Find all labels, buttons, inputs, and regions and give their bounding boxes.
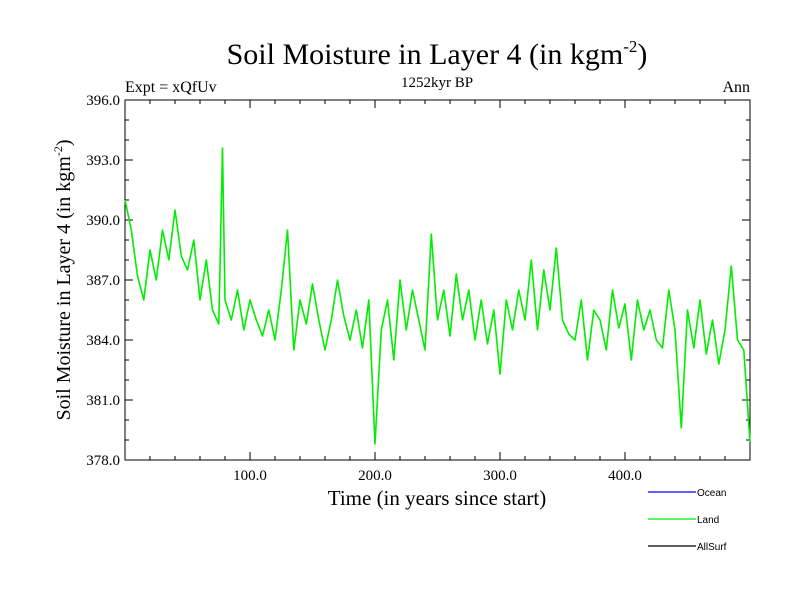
chart-subtitle: 1252kyr BP	[401, 75, 473, 91]
x-tick-label: 300.0	[483, 468, 517, 484]
y-tick-label: 378.0	[86, 453, 120, 469]
x-tick-label: 400.0	[608, 468, 642, 484]
y-tick-label: 390.0	[86, 213, 120, 229]
y-axis-label: Soil Moisture in Layer 4 (in kgm-2)	[51, 139, 75, 420]
x-tick-label: 200.0	[358, 468, 392, 484]
y-axis-ticks: 378.0 381.0 384.0 387.0 390.0 393.0 396.0	[86, 93, 750, 469]
legend-label-land: Land	[697, 515, 719, 526]
x-tick-label: 100.0	[233, 468, 267, 484]
x-axis-ticks: 100.0 200.0 300.0 400.0	[149, 100, 726, 484]
y-tick-label: 387.0	[86, 273, 120, 289]
plot-frame	[124, 99, 751, 461]
y-tick-label: 384.0	[86, 333, 120, 349]
season-label: Ann	[722, 79, 750, 96]
legend: Ocean Land AllSurf	[648, 488, 727, 553]
experiment-label: Expt = xQfUv	[125, 79, 217, 96]
chart-title: Soil Moisture in Layer 4 (in kgm-2)	[227, 37, 648, 71]
y-tick-label: 396.0	[86, 93, 120, 109]
legend-label-ocean: Ocean	[697, 488, 726, 499]
x-axis-label: Time (in years since start)	[328, 486, 547, 510]
y-tick-label: 381.0	[86, 393, 120, 409]
y-tick-label: 393.0	[86, 153, 120, 169]
series-line-land	[124, 147, 751, 445]
legend-label-allsurf: AllSurf	[697, 542, 727, 553]
